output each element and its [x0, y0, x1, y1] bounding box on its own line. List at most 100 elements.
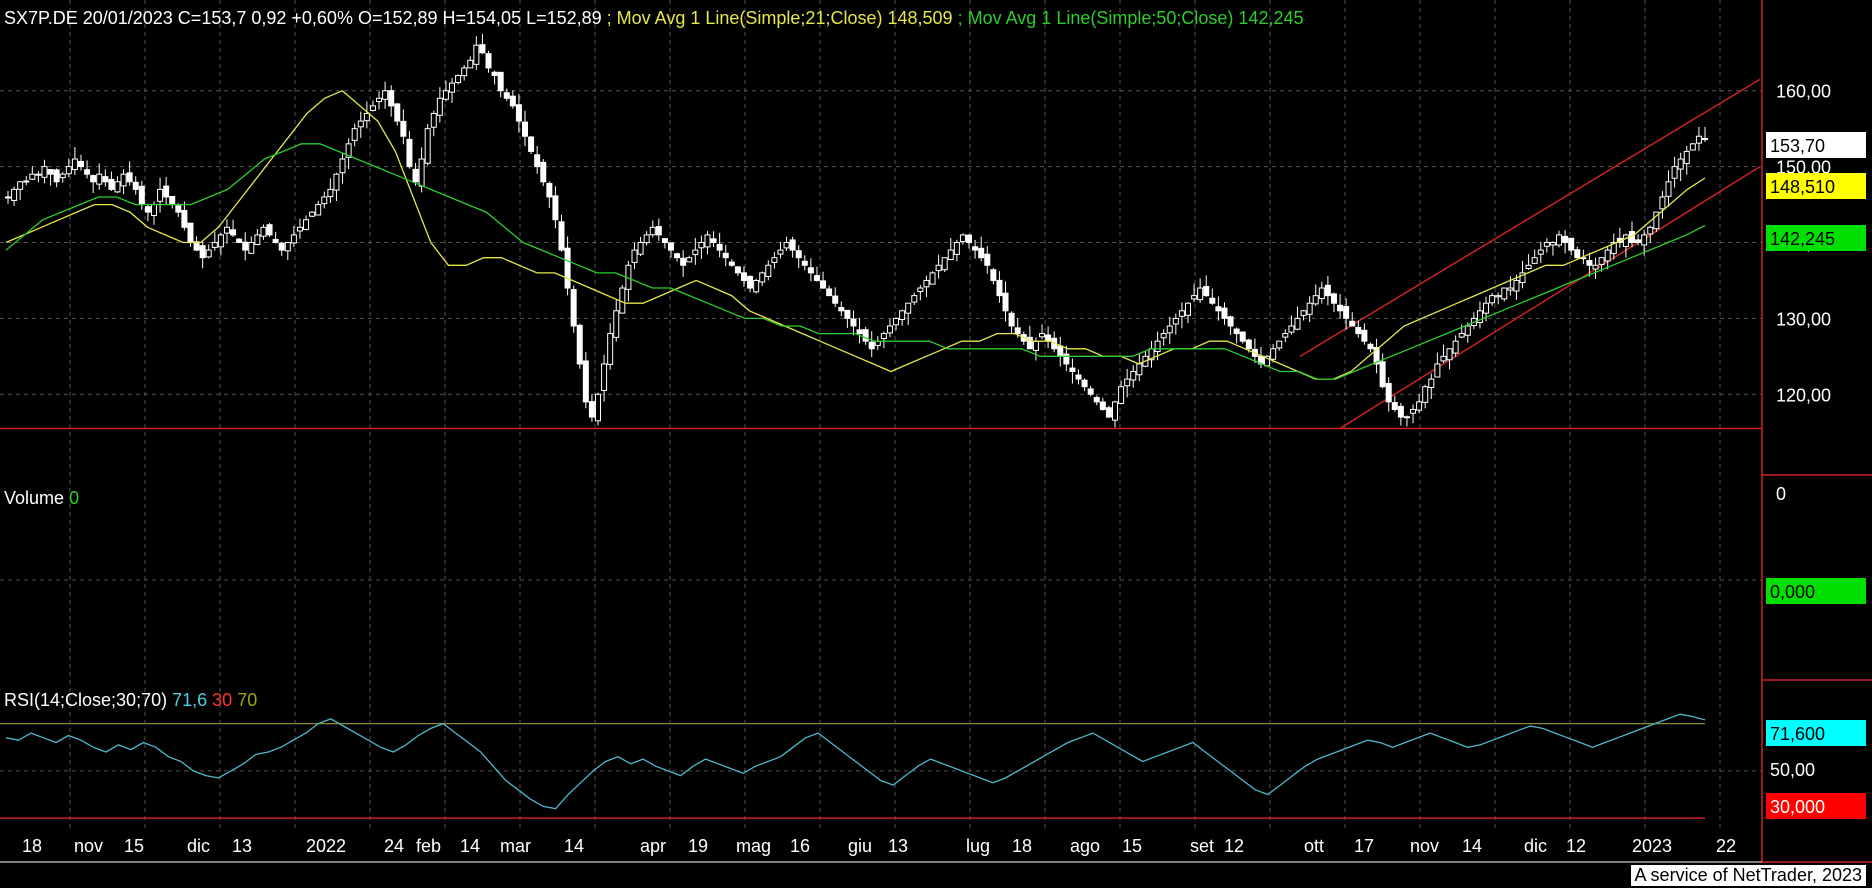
- candle[interactable]: [1702, 126, 1708, 142]
- candle[interactable]: [740, 266, 747, 287]
- candle[interactable]: [1124, 368, 1131, 398]
- candle[interactable]: [601, 354, 608, 402]
- candle[interactable]: [1118, 380, 1125, 405]
- candle[interactable]: [357, 111, 364, 138]
- candle[interactable]: [1148, 341, 1155, 368]
- channel-upper-line[interactable]: [1299, 78, 1761, 357]
- candle[interactable]: [1026, 325, 1033, 350]
- candle[interactable]: [1160, 329, 1167, 346]
- candle[interactable]: [400, 109, 407, 145]
- candle[interactable]: [1324, 276, 1331, 306]
- candle[interactable]: [1178, 302, 1185, 329]
- ma50-line[interactable]: [5, 143, 1706, 380]
- candle[interactable]: [211, 231, 218, 251]
- candle[interactable]: [1233, 327, 1240, 344]
- candle[interactable]: [783, 236, 790, 251]
- candle[interactable]: [236, 238, 243, 244]
- candle[interactable]: [935, 254, 942, 279]
- candle[interactable]: [643, 231, 650, 246]
- candle[interactable]: [1300, 309, 1307, 321]
- candle[interactable]: [607, 323, 614, 370]
- candle[interactable]: [874, 336, 881, 351]
- candle[interactable]: [953, 239, 960, 262]
- candle[interactable]: [1385, 377, 1392, 412]
- channel-lower-line[interactable]: [1339, 165, 1761, 430]
- candle[interactable]: [1136, 352, 1143, 382]
- candle[interactable]: [217, 233, 224, 256]
- candle[interactable]: [442, 80, 449, 102]
- candle[interactable]: [157, 177, 164, 213]
- candle[interactable]: [491, 70, 498, 85]
- candle[interactable]: [1361, 323, 1368, 345]
- candle[interactable]: [467, 56, 474, 69]
- candle[interactable]: [771, 252, 778, 269]
- candle[interactable]: [394, 103, 401, 126]
- candle[interactable]: [680, 250, 687, 277]
- candle[interactable]: [1063, 345, 1070, 372]
- candle[interactable]: [509, 90, 516, 109]
- candle[interactable]: [17, 180, 24, 200]
- candle[interactable]: [35, 171, 42, 183]
- candle[interactable]: [1172, 313, 1179, 335]
- candle[interactable]: [777, 241, 784, 259]
- candle[interactable]: [1403, 415, 1410, 427]
- candle[interactable]: [1367, 342, 1374, 353]
- candle[interactable]: [248, 236, 255, 254]
- candle[interactable]: [649, 220, 656, 238]
- candle[interactable]: [333, 172, 340, 202]
- candle[interactable]: [1337, 293, 1344, 319]
- candle[interactable]: [272, 231, 279, 244]
- candle[interactable]: [485, 50, 492, 73]
- candle[interactable]: [1045, 326, 1052, 348]
- candle[interactable]: [296, 218, 303, 239]
- candle[interactable]: [1397, 402, 1404, 426]
- candle[interactable]: [552, 186, 559, 229]
- candle[interactable]: [1343, 298, 1350, 330]
- price-panel[interactable]: [0, 33, 1762, 430]
- candle[interactable]: [990, 268, 997, 285]
- candle[interactable]: [576, 323, 583, 369]
- candle[interactable]: [315, 200, 322, 216]
- candle[interactable]: [1166, 316, 1173, 344]
- candle[interactable]: [1184, 302, 1191, 324]
- candle[interactable]: [941, 257, 948, 272]
- candle[interactable]: [795, 245, 802, 269]
- candle[interactable]: [455, 74, 462, 85]
- candle[interactable]: [1112, 400, 1119, 428]
- candle[interactable]: [1549, 241, 1556, 256]
- candle[interactable]: [1251, 338, 1258, 364]
- candle[interactable]: [613, 300, 620, 342]
- candle[interactable]: [1604, 246, 1611, 270]
- candle[interactable]: [886, 318, 893, 338]
- ma21-line[interactable]: [5, 89, 1706, 380]
- candle[interactable]: [449, 78, 456, 103]
- candle[interactable]: [1586, 252, 1593, 277]
- candle[interactable]: [528, 136, 535, 154]
- candle[interactable]: [1525, 254, 1532, 270]
- candle[interactable]: [230, 219, 237, 237]
- candle[interactable]: [1689, 142, 1696, 151]
- candle[interactable]: [114, 176, 121, 193]
- candle[interactable]: [564, 236, 571, 296]
- candle[interactable]: [1203, 275, 1210, 297]
- candle[interactable]: [254, 228, 261, 246]
- candle[interactable]: [929, 271, 936, 285]
- candle[interactable]: [1087, 386, 1094, 397]
- candle[interactable]: [540, 159, 547, 187]
- candle[interactable]: [242, 232, 249, 261]
- candle[interactable]: [181, 201, 188, 231]
- candle[interactable]: [29, 166, 36, 181]
- candle[interactable]: [223, 219, 230, 244]
- candle[interactable]: [1562, 230, 1569, 254]
- candle[interactable]: [1239, 331, 1246, 344]
- candle[interactable]: [193, 236, 200, 252]
- candle[interactable]: [1197, 278, 1204, 304]
- candle[interactable]: [893, 317, 900, 331]
- candle[interactable]: [1209, 288, 1216, 305]
- candle[interactable]: [759, 271, 766, 286]
- candle[interactable]: [260, 224, 267, 240]
- candle[interactable]: [1191, 283, 1198, 303]
- candle[interactable]: [978, 236, 985, 262]
- candle[interactable]: [570, 285, 577, 333]
- candle[interactable]: [436, 87, 443, 123]
